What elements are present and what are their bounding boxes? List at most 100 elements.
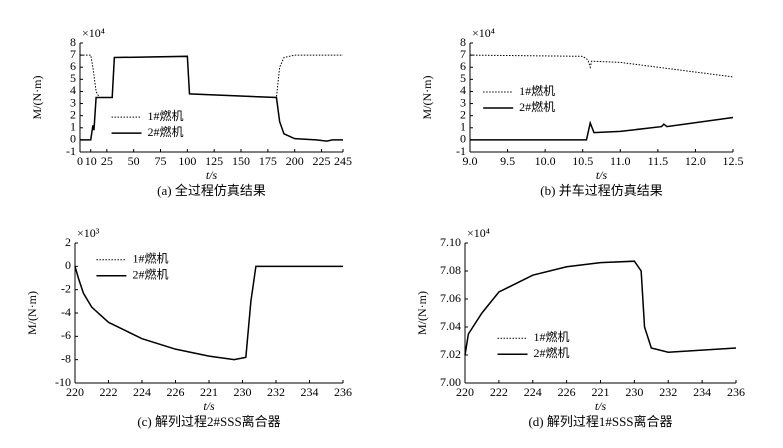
y-tick-label: -8 <box>61 351 71 365</box>
x-tick-label: 50 <box>128 154 140 168</box>
x-tick-label: 125 <box>205 154 223 168</box>
y-tick-label: 0 <box>70 132 76 146</box>
x-tick-label: 230 <box>234 385 252 399</box>
y-tick-label: -1 <box>456 144 466 158</box>
legend-label: 2#燃机 <box>132 267 168 282</box>
y-tick-label: 0 <box>460 132 466 146</box>
series-line <box>464 260 737 356</box>
legend-label: 1#燃机 <box>148 108 184 123</box>
y-tick-label: 5 <box>70 71 76 85</box>
x-tick-label: 222 <box>100 385 118 399</box>
y-tick-label: 0 <box>65 258 71 272</box>
y-tick-label: -6 <box>61 328 71 342</box>
y-tick-label: -2 <box>61 281 71 295</box>
x-tick-label: 10.0 <box>535 154 556 168</box>
y-tick-label: 1 <box>460 120 466 134</box>
y-tick-label: 3 <box>460 95 466 109</box>
y-tick-label: 6 <box>460 59 466 73</box>
y-axis-label: M/(N·m) <box>415 291 429 335</box>
y-axis-label: M/(N·m) <box>30 76 44 120</box>
y-tick-label: 1 <box>70 120 76 134</box>
y-axis-label: M/(N·m) <box>25 291 39 335</box>
series-line <box>464 260 737 356</box>
series-line <box>470 116 734 141</box>
y-tick-label: 7.08 <box>440 263 461 277</box>
x-tick-label: 25 <box>101 154 113 168</box>
x-tick-label: 150 <box>232 154 250 168</box>
x-tick-label: 222 <box>490 385 508 399</box>
x-tick-label: 226 <box>558 385 576 399</box>
series-line <box>80 54 343 99</box>
x-axis-label: t/s <box>203 399 215 413</box>
x-tick-label: 0 <box>77 154 83 168</box>
series-line <box>469 54 734 78</box>
y-tick-label: 8 <box>460 35 466 49</box>
y-multiplier: ×10⁴ <box>467 226 490 240</box>
series-line <box>74 265 343 361</box>
y-multiplier: ×10³ <box>77 226 100 240</box>
caption: (a) 全过程仿真结果 <box>157 183 266 198</box>
y-tick-label: 3 <box>70 95 76 109</box>
x-axis-label: t/s <box>596 168 608 182</box>
x-tick-label: 234 <box>301 385 319 399</box>
y-tick-label: 7.02 <box>440 347 461 361</box>
x-tick-label: 236 <box>727 385 745 399</box>
x-tick-label: 221 <box>592 385 610 399</box>
x-tick-label: 9.0 <box>463 154 478 168</box>
y-tick-label: -4 <box>61 305 71 319</box>
y-axis-label: M/(N·m) <box>420 76 434 120</box>
x-tick-label: 226 <box>167 385 185 399</box>
x-tick-label: 100 <box>178 154 196 168</box>
x-tick-label: 236 <box>334 385 352 399</box>
y-tick-label: 7.04 <box>440 319 461 333</box>
legend-label: 2#燃机 <box>534 345 570 360</box>
x-tick-label: 175 <box>259 154 277 168</box>
x-tick-label: 9.5 <box>500 154 515 168</box>
x-tick-label: 245 <box>334 154 352 168</box>
x-tick-label: 230 <box>625 385 643 399</box>
legend-label: 1#燃机 <box>534 329 570 344</box>
y-tick-label: 8 <box>70 35 76 49</box>
x-tick-label: 232 <box>267 385 285 399</box>
x-tick-label: 11.5 <box>648 154 669 168</box>
y-tick-label: 5 <box>460 71 466 85</box>
x-tick-label: 200 <box>286 154 304 168</box>
y-tick-label: 4 <box>460 83 466 97</box>
y-tick-label: 2 <box>460 107 466 121</box>
y-tick-label: 7.06 <box>440 291 461 305</box>
y-tick-label: 4 <box>70 83 76 97</box>
y-tick-label: -1 <box>66 144 76 158</box>
x-tick-label: 220 <box>66 385 84 399</box>
x-tick-label: 224 <box>524 385 542 399</box>
x-tick-label: 10 <box>85 154 97 168</box>
x-tick-label: 234 <box>693 385 711 399</box>
x-tick-label: 11.0 <box>610 154 631 168</box>
y-tick-label: 7.00 <box>440 375 461 389</box>
x-tick-label: 224 <box>133 385 151 399</box>
series-line <box>80 55 343 142</box>
y-tick-label: 6 <box>70 59 76 73</box>
x-tick-label: 221 <box>200 385 218 399</box>
series-line <box>74 265 343 361</box>
legend-label: 2#燃机 <box>148 124 184 139</box>
x-axis-label: t/s <box>206 168 218 182</box>
caption: (d) 解列过程1#SSS离合器 <box>528 414 672 429</box>
y-tick-label: 2 <box>70 107 76 121</box>
y-tick-label: 7 <box>70 47 76 61</box>
legend-label: 2#燃机 <box>519 99 555 114</box>
legend-label: 1#燃机 <box>519 83 555 98</box>
caption: (b) 并车过程仿真结果 <box>540 183 662 198</box>
x-tick-label: 220 <box>456 385 474 399</box>
x-tick-label: 10.5 <box>572 154 593 168</box>
x-tick-label: 12.0 <box>685 154 706 168</box>
y-tick-label: 7 <box>460 47 466 61</box>
x-axis-label: t/s <box>595 399 607 413</box>
y-tick-label: 7.10 <box>440 235 461 249</box>
x-tick-label: 75 <box>155 154 167 168</box>
y-tick-label: -10 <box>55 375 71 389</box>
y-multiplier: ×10⁴ <box>472 26 495 40</box>
x-tick-label: 12.5 <box>723 154 744 168</box>
x-tick-label: 232 <box>659 385 677 399</box>
caption: (c) 解列过程2#SSS离合器 <box>137 414 280 429</box>
